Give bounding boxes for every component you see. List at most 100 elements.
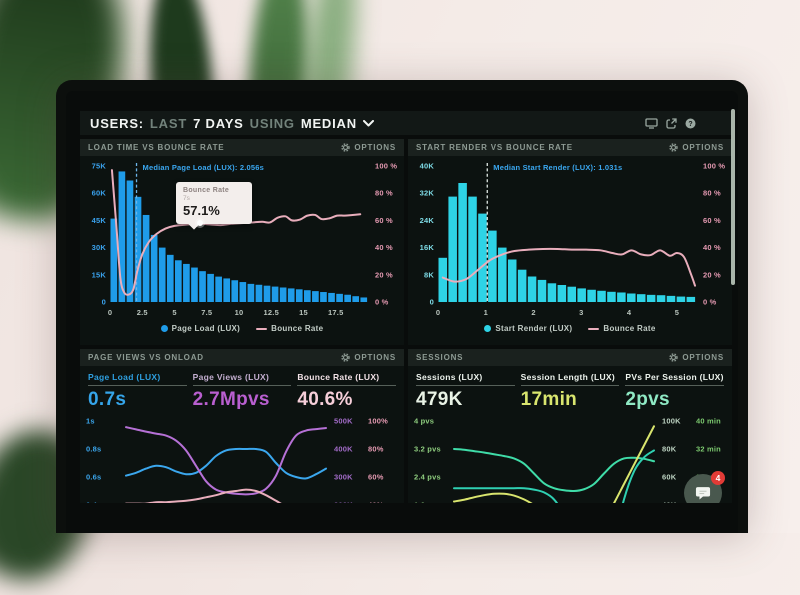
date-range-dropdown[interactable]: USERS: LAST 7 DAYS USING MEDIAN [90, 116, 374, 131]
svg-text:Median Start Render (LUX): 1.0: Median Start Render (LUX): 1.031s [493, 163, 622, 172]
options-button[interactable]: OPTIONS [341, 143, 396, 152]
svg-text:80%: 80% [368, 445, 384, 454]
metric-bounce-rate: Bounce Rate (LUX) 40.6% [297, 372, 397, 413]
svg-text:30K: 30K [92, 243, 107, 252]
scrollbar-thumb[interactable] [731, 109, 735, 285]
svg-text:200K: 200K [334, 501, 353, 504]
svg-text:500K: 500K [334, 417, 353, 426]
svg-text:?: ? [688, 121, 692, 128]
monitor-icon[interactable] [645, 117, 658, 129]
svg-text:60K: 60K [92, 189, 107, 198]
legend-label: Start Render (LUX) [495, 324, 573, 333]
chart-legend: Page Load (LUX) Bounce Rate [80, 324, 404, 333]
svg-text:5: 5 [675, 308, 679, 317]
svg-text:1s: 1s [86, 417, 95, 426]
svg-text:100%: 100% [368, 417, 388, 426]
svg-text:10: 10 [235, 308, 244, 317]
svg-text:40 %: 40 % [375, 243, 393, 252]
dashboard-topbar: USERS: LAST 7 DAYS USING MEDIAN [80, 111, 732, 135]
panel-page-views-vs-onload: PAGE VIEWS VS ONLOAD OPTIONS [80, 349, 404, 503]
svg-text:40K: 40K [662, 501, 677, 504]
using-label: USING [249, 115, 295, 131]
svg-text:0: 0 [102, 298, 106, 307]
dashboard-content: USERS: LAST 7 DAYS USING MEDIAN [80, 111, 732, 503]
svg-text:3.2 pvs: 3.2 pvs [414, 445, 441, 454]
svg-text:0: 0 [436, 308, 440, 317]
legend-label: Page Load (LUX) [171, 324, 241, 333]
chat-widget-button[interactable]: 4 [684, 471, 725, 503]
svg-text:80 %: 80 % [703, 189, 721, 198]
svg-text:60K: 60K [662, 473, 677, 482]
laptop: USERS: LAST 7 DAYS USING MEDIAN [56, 80, 748, 533]
metric-page-load: Page Load (LUX) 0.7s [88, 372, 187, 413]
svg-text:0: 0 [430, 298, 434, 307]
cursor-dot [197, 220, 203, 226]
svg-text:60 %: 60 % [703, 216, 721, 225]
panel-grid: LOAD TIME VS BOUNCE RATE OPTIONS 75K 60K 4… [80, 139, 732, 503]
notification-badge: 4 [711, 471, 725, 485]
svg-text:40%: 40% [368, 501, 384, 504]
svg-text:7.5: 7.5 [201, 308, 212, 317]
panel-title: LOAD TIME VS BOUNCE RATE [88, 143, 225, 152]
chat-bubble-icon [695, 487, 711, 500]
users-label: USERS: [90, 115, 144, 131]
svg-text:20 %: 20 % [703, 270, 721, 279]
svg-text:0.8s: 0.8s [86, 445, 101, 454]
median-label: MEDIAN [300, 115, 357, 131]
svg-text:Median Page Load (LUX): 2.056s: Median Page Load (LUX): 2.056s [143, 163, 264, 172]
gear-icon [341, 353, 351, 362]
svg-text:24K: 24K [420, 216, 435, 225]
panel-title: PAGE VIEWS VS ONLOAD [88, 353, 204, 362]
svg-text:40 %: 40 % [703, 243, 721, 252]
svg-text:400K: 400K [334, 445, 353, 454]
chart-page-views-vs-onload: 1s 0.8s 0.6s 0.4s 500K 100% 400K 80% 300K 60% 200K… [86, 417, 388, 504]
topbar-icons: ? [645, 117, 696, 129]
svg-text:4 pvs: 4 pvs [414, 417, 434, 426]
svg-text:2.4 pvs: 2.4 pvs [414, 473, 441, 482]
svg-text:5: 5 [172, 308, 176, 317]
svg-text:17.5: 17.5 [328, 308, 343, 317]
svg-text:40K: 40K [420, 162, 435, 171]
gear-icon [669, 143, 679, 152]
options-button[interactable]: OPTIONS [669, 353, 724, 362]
svg-text:12.5: 12.5 [264, 308, 279, 317]
svg-text:15: 15 [299, 308, 308, 317]
svg-text:2: 2 [531, 308, 535, 317]
chevron-down-icon [362, 119, 374, 126]
svg-text:80K: 80K [662, 445, 677, 454]
panel-title: START RENDER VS BOUNCE RATE [416, 143, 573, 152]
svg-text:32 min: 32 min [696, 445, 721, 454]
svg-text:100 %: 100 % [375, 162, 397, 171]
bounce-rate-tooltip: Bounce Rate 7s 57.1% [176, 182, 252, 230]
help-icon[interactable]: ? [685, 118, 696, 129]
svg-text:20 %: 20 % [375, 270, 393, 279]
options-button[interactable]: OPTIONS [669, 143, 724, 152]
svg-text:4: 4 [627, 308, 632, 317]
svg-text:40 min: 40 min [696, 417, 721, 426]
panel-start-render-vs-bounce-rate: START RENDER VS BOUNCE RATE OPTIONS 40K 3… [408, 139, 732, 345]
svg-text:15K: 15K [92, 270, 107, 279]
options-button[interactable]: OPTIONS [341, 353, 396, 362]
svg-text:2.5: 2.5 [137, 308, 148, 317]
share-icon[interactable] [666, 117, 677, 129]
svg-text:100 %: 100 % [703, 162, 725, 171]
svg-text:3: 3 [579, 308, 583, 317]
chart-load-time-vs-bounce-rate: 75K 60K 45K 30K 15K 0 100 % 80 % 60 % 40 % 20 % 0 %… [92, 162, 398, 318]
svg-text:300K: 300K [334, 473, 353, 482]
svg-text:32K: 32K [420, 189, 435, 198]
svg-text:60 %: 60 % [375, 216, 393, 225]
panel-title: SESSIONS [416, 353, 464, 362]
metric-row: Page Load (LUX) 0.7s Page Views (LUX) 2.… [80, 366, 404, 413]
svg-text:45K: 45K [92, 216, 107, 225]
metric-pvs-per-session: PVs Per Session (LUX) 2pvs [625, 372, 725, 410]
svg-text:60%: 60% [368, 473, 384, 482]
chart-start-render-vs-bounce-rate: 40K 32K 24K 16K 8K 0 100 % 80 % 60 % 40 % 20 % 0 % 0… [420, 162, 726, 318]
svg-text:0: 0 [108, 308, 112, 317]
chart-legend: Start Render (LUX) Bounce Rate [408, 324, 732, 333]
svg-text:0.4s: 0.4s [86, 501, 101, 504]
legend-label: Bounce Rate [271, 324, 324, 333]
svg-text:0 %: 0 % [703, 298, 717, 307]
days-label: 7 DAYS [193, 115, 244, 131]
svg-text:8K: 8K [424, 270, 434, 279]
metric-session-length: Session Length (LUX) 17min [520, 372, 620, 413]
